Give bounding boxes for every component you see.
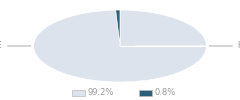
- Text: 99.2%: 99.2%: [88, 88, 114, 97]
- Text: 0.8%: 0.8%: [155, 88, 176, 97]
- FancyBboxPatch shape: [139, 90, 152, 96]
- Text: WHITE: WHITE: [0, 42, 2, 50]
- Wedge shape: [116, 10, 120, 46]
- Text: HISPANIC: HISPANIC: [238, 42, 240, 50]
- FancyBboxPatch shape: [72, 90, 85, 96]
- Wedge shape: [34, 10, 206, 82]
